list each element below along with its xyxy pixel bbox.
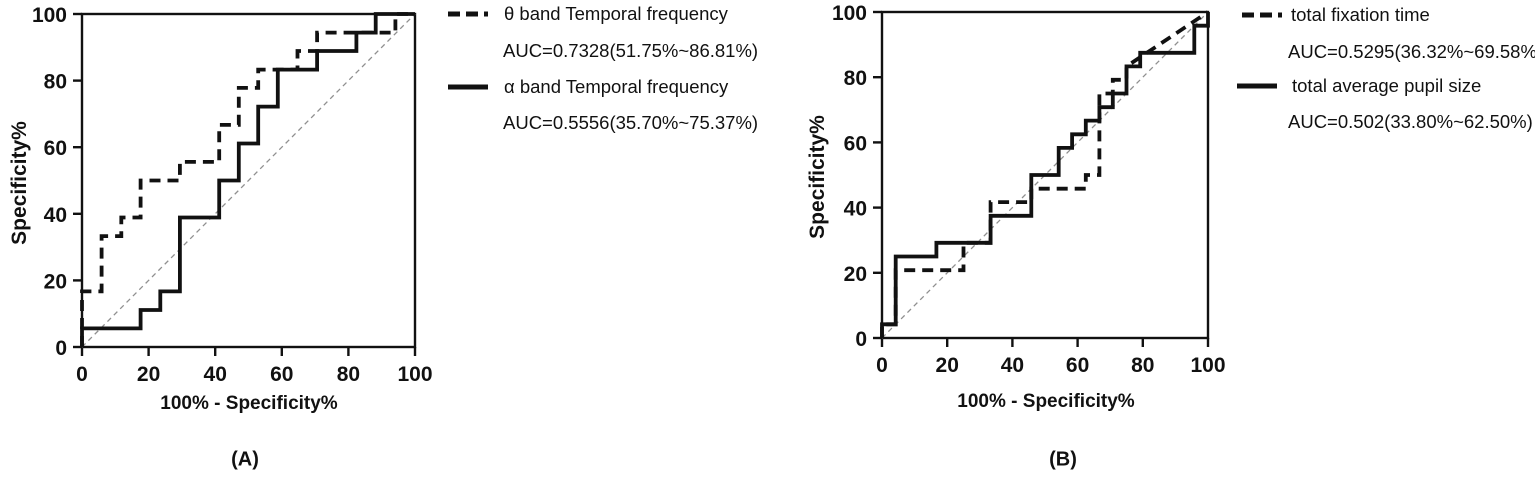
x-tick-label: 60 — [1066, 354, 1089, 377]
legend-a-series-1-auc: AUC=0.7328(51.75%~86.81%) — [503, 40, 759, 61]
chance-diagonal-line — [881, 11, 1209, 339]
y-tick-label: 20 — [44, 270, 67, 293]
x-tick-label: 0 — [76, 363, 88, 386]
y-tick-label: 100 — [32, 4, 67, 27]
legend-a-series-2-label: α band Temporal frequency — [504, 76, 729, 97]
solid-line-marker — [1237, 83, 1277, 89]
x-tick-label: 100 — [1190, 354, 1225, 377]
y-tick-label: 100 — [832, 2, 867, 25]
panel-b-caption: (B) — [1049, 448, 1077, 471]
dashed-line-marker — [1242, 12, 1286, 18]
y-tick-label: 0 — [55, 337, 67, 360]
panel-a-caption: (A) — [231, 448, 259, 471]
x-tick-label: 60 — [270, 363, 293, 386]
dashed-line-marker — [448, 11, 492, 17]
legend-b-series-2-label: total average pupil size — [1292, 75, 1482, 96]
legend-a-series-2-auc: AUC=0.5556(35.70%~75.37%) — [503, 112, 759, 133]
y-tick-label: 20 — [844, 263, 867, 286]
y-tick-label: 60 — [44, 137, 67, 160]
y-tick-label: 80 — [844, 67, 867, 90]
roc-panel-a: 0 20 40 60 80 100 0 20 40 60 80 100 — [32, 4, 433, 386]
x-tick-label: 20 — [936, 354, 959, 377]
x-tick-label: 0 — [876, 354, 888, 377]
x-tick-label: 40 — [1001, 354, 1024, 377]
panel-a-x-axis-label: 100% - Specificity% — [160, 393, 338, 414]
legend-b-series-1-auc: AUC=0.5295(36.32%~69.58%) — [1288, 41, 1535, 62]
panel-b-x-axis-label: 100% - Specificity% — [957, 391, 1135, 412]
panel-a-y-axis-label: Specificity% — [8, 121, 31, 245]
roc-curve-solid — [80, 12, 415, 347]
y-tick-label: 80 — [44, 71, 67, 94]
roc-curve-solid — [880, 12, 1210, 338]
x-tick-label: 20 — [137, 363, 160, 386]
y-tick-label: 40 — [44, 204, 67, 227]
plot-frame — [80, 12, 417, 349]
x-tick-label: 100 — [397, 363, 432, 386]
legend-b-series-1-label: total fixation time — [1291, 4, 1430, 25]
x-tick-label: 80 — [1131, 354, 1154, 377]
legend-a-series-1-label: θ band Temporal frequency — [504, 3, 728, 24]
y-tick-label: 0 — [855, 328, 867, 351]
solid-line-marker — [448, 84, 488, 90]
panel-b-y-axis-label: Specificity% — [806, 115, 829, 239]
roc-panel-b: 0 20 40 60 80 100 0 20 40 60 80 100 — [832, 2, 1226, 377]
plot-frame — [880, 10, 1210, 340]
legend-b-series-2-auc: AUC=0.502(33.80%~62.50%) — [1288, 111, 1533, 132]
y-tick-label: 60 — [844, 132, 867, 155]
y-tick-label: 40 — [844, 198, 867, 221]
x-tick-label: 40 — [204, 363, 227, 386]
x-tick-label: 80 — [337, 363, 360, 386]
chance-diagonal-line — [81, 13, 416, 348]
